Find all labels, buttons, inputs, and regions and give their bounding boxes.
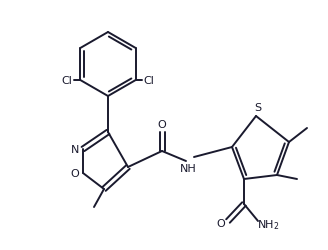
Text: S: S (255, 102, 261, 113)
Text: O: O (158, 120, 166, 130)
Text: N: N (71, 144, 79, 154)
Text: O: O (216, 218, 225, 228)
Text: NH$_2$: NH$_2$ (257, 217, 279, 231)
Text: NH: NH (180, 163, 196, 173)
Text: O: O (71, 168, 79, 178)
Text: Cl: Cl (143, 76, 154, 86)
Text: Cl: Cl (62, 76, 73, 86)
